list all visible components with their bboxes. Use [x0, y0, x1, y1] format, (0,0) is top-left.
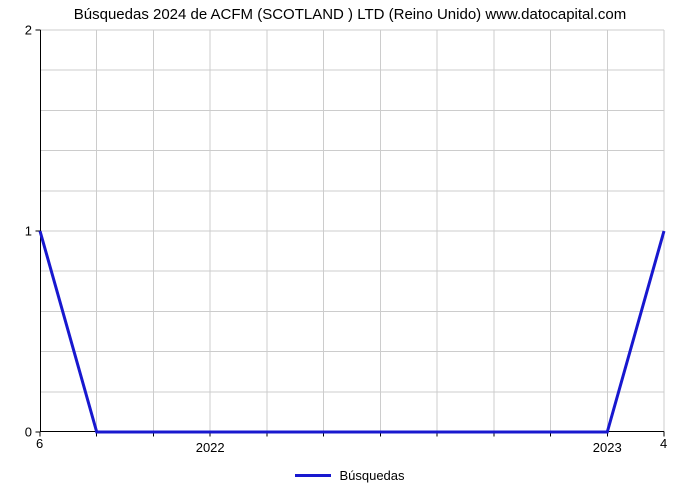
legend-swatch	[295, 474, 331, 477]
x-tick-label: 2022	[196, 440, 225, 455]
plot-area	[40, 30, 664, 432]
chart-title: Búsquedas 2024 de ACFM (SCOTLAND ) LTD (…	[0, 6, 700, 23]
y-tick-label: 2	[2, 23, 32, 38]
legend-item: Búsquedas	[295, 468, 404, 483]
chart-legend: Búsquedas	[0, 464, 700, 483]
y-tick-label: 0	[2, 425, 32, 440]
legend-label: Búsquedas	[339, 468, 404, 483]
y-tick-label: 1	[2, 224, 32, 239]
bottom-right-label: 4	[660, 436, 667, 451]
bottom-left-label: 6	[36, 436, 43, 451]
x-tick-label: 2023	[593, 440, 622, 455]
